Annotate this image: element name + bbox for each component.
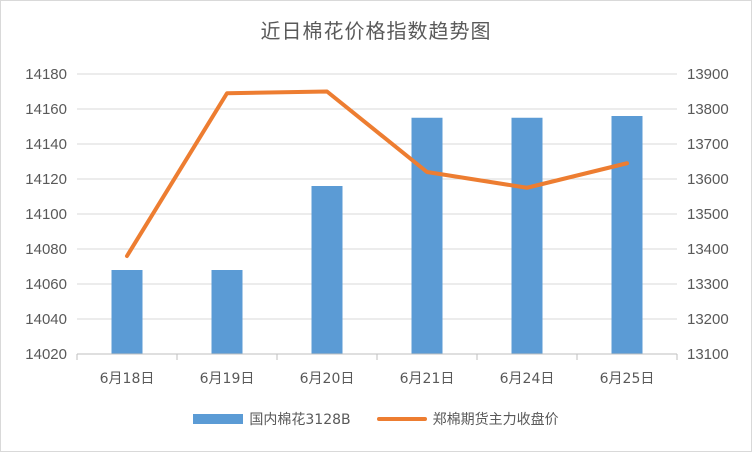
legend-label-line: 郑棉期货主力收盘价 xyxy=(432,412,559,428)
y-left-tick-label: 14120 xyxy=(25,171,67,188)
bar xyxy=(311,186,343,354)
legend-item-bar: 国内棉花3128B xyxy=(193,409,351,429)
axes: 14020 14040 14060 14080 14100 14120 14140 14160… xyxy=(25,66,728,387)
legend-label-bar: 国内棉花3128B xyxy=(249,412,351,428)
y-left-tick-label: 14180 xyxy=(25,66,67,83)
bar xyxy=(211,270,243,354)
y-left-tick-label: 14040 xyxy=(25,311,67,328)
y-right-tick-label: 13700 xyxy=(687,136,729,153)
combo-chart: 14020 14040 14060 14080 14100 14120 14140 14160… xyxy=(25,66,728,387)
y-right-tick-label: 13100 xyxy=(687,346,729,363)
gridlines xyxy=(77,73,677,320)
legend-item-line: 郑棉期货主力收盘价 xyxy=(376,409,559,429)
y-left-tick-label: 14140 xyxy=(25,136,67,153)
series-line xyxy=(125,89,629,258)
bar-series xyxy=(111,116,643,354)
bar xyxy=(411,117,443,354)
x-tick-label: 6月18日 xyxy=(100,371,155,387)
y-left-tick-label: 14100 xyxy=(25,206,67,223)
x-tick-label: 6月20日 xyxy=(300,371,355,387)
bar xyxy=(111,270,143,354)
y-right-tick-label: 13900 xyxy=(687,66,729,83)
legend: 国内棉花3128B 郑棉期货主力收盘价 xyxy=(1,409,751,429)
y-right-tick-label: 13200 xyxy=(687,311,729,328)
legend-swatch-bar xyxy=(193,414,244,424)
chart-title: 近日棉花价格指数趋势图 xyxy=(260,19,492,43)
y-left-tick-label: 14020 xyxy=(25,346,67,363)
x-tick-label: 6月24日 xyxy=(500,371,555,387)
bar xyxy=(611,116,643,354)
legend-swatch-line xyxy=(376,417,427,421)
y-right-tick-label: 13300 xyxy=(687,276,729,293)
y-right-tick-label: 13500 xyxy=(687,206,729,223)
line-series xyxy=(125,89,629,258)
y-left-tick-label: 14160 xyxy=(25,101,67,118)
y-left-tick-label: 14060 xyxy=(25,276,67,293)
x-tick-label: 6月21日 xyxy=(400,371,455,387)
y-right-tick-label: 13600 xyxy=(687,171,729,188)
x-tick-label: 6月25日 xyxy=(600,371,655,387)
y-right-tick-label: 13400 xyxy=(687,241,729,258)
x-tick-label: 6月19日 xyxy=(200,371,255,387)
y-left-tick-label: 14080 xyxy=(25,241,67,258)
bar xyxy=(511,117,543,354)
y-right-tick-label: 13800 xyxy=(687,101,729,118)
